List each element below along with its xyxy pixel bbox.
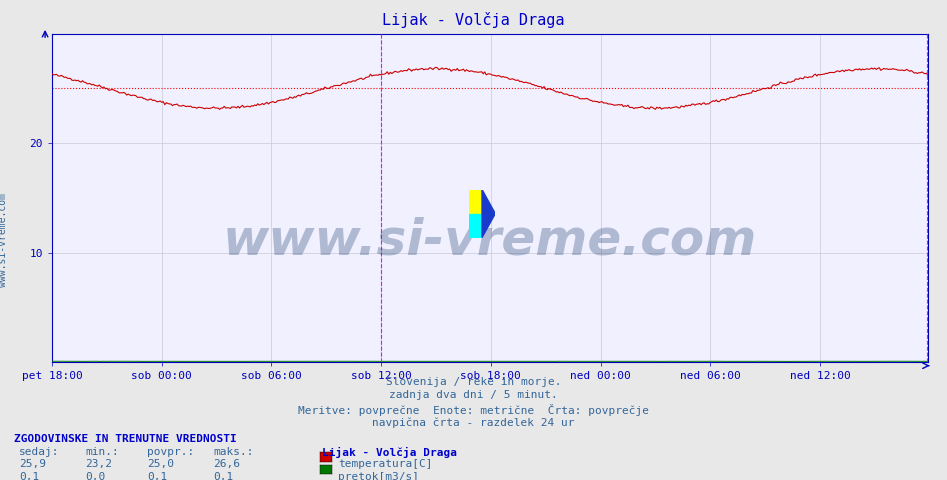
Text: navpična črta - razdelek 24 ur: navpična črta - razdelek 24 ur (372, 417, 575, 428)
Text: 0,0: 0,0 (85, 472, 105, 480)
Text: povpr.:: povpr.: (147, 447, 194, 457)
Polygon shape (469, 214, 482, 238)
Text: ZGODOVINSKE IN TRENUTNE VREDNOSTI: ZGODOVINSKE IN TRENUTNE VREDNOSTI (14, 434, 237, 444)
Text: Lijak - Volčja Draga: Lijak - Volčja Draga (322, 447, 457, 458)
Text: Lijak - Volčja Draga: Lijak - Volčja Draga (383, 12, 564, 28)
Text: maks.:: maks.: (213, 447, 254, 457)
Text: temperatura[C]: temperatura[C] (338, 459, 433, 469)
Text: 0,1: 0,1 (147, 472, 167, 480)
Polygon shape (469, 190, 482, 214)
Text: zadnja dva dni / 5 minut.: zadnja dva dni / 5 minut. (389, 390, 558, 400)
Polygon shape (482, 190, 495, 238)
Text: Meritve: povprečne  Enote: metrične  Črta: povprečje: Meritve: povprečne Enote: metrične Črta:… (298, 404, 649, 416)
Text: pretok[m3/s]: pretok[m3/s] (338, 472, 420, 480)
Text: 26,6: 26,6 (213, 459, 241, 469)
Text: Slovenija / reke in morje.: Slovenija / reke in morje. (385, 377, 562, 387)
Text: 0,1: 0,1 (19, 472, 39, 480)
Text: 0,1: 0,1 (213, 472, 233, 480)
Text: sedaj:: sedaj: (19, 447, 60, 457)
Text: 25,9: 25,9 (19, 459, 46, 469)
Text: www.si-vreme.com: www.si-vreme.com (223, 217, 758, 265)
Text: www.si-vreme.com: www.si-vreme.com (0, 193, 8, 287)
Text: 25,0: 25,0 (147, 459, 174, 469)
Text: min.:: min.: (85, 447, 119, 457)
Text: 23,2: 23,2 (85, 459, 113, 469)
